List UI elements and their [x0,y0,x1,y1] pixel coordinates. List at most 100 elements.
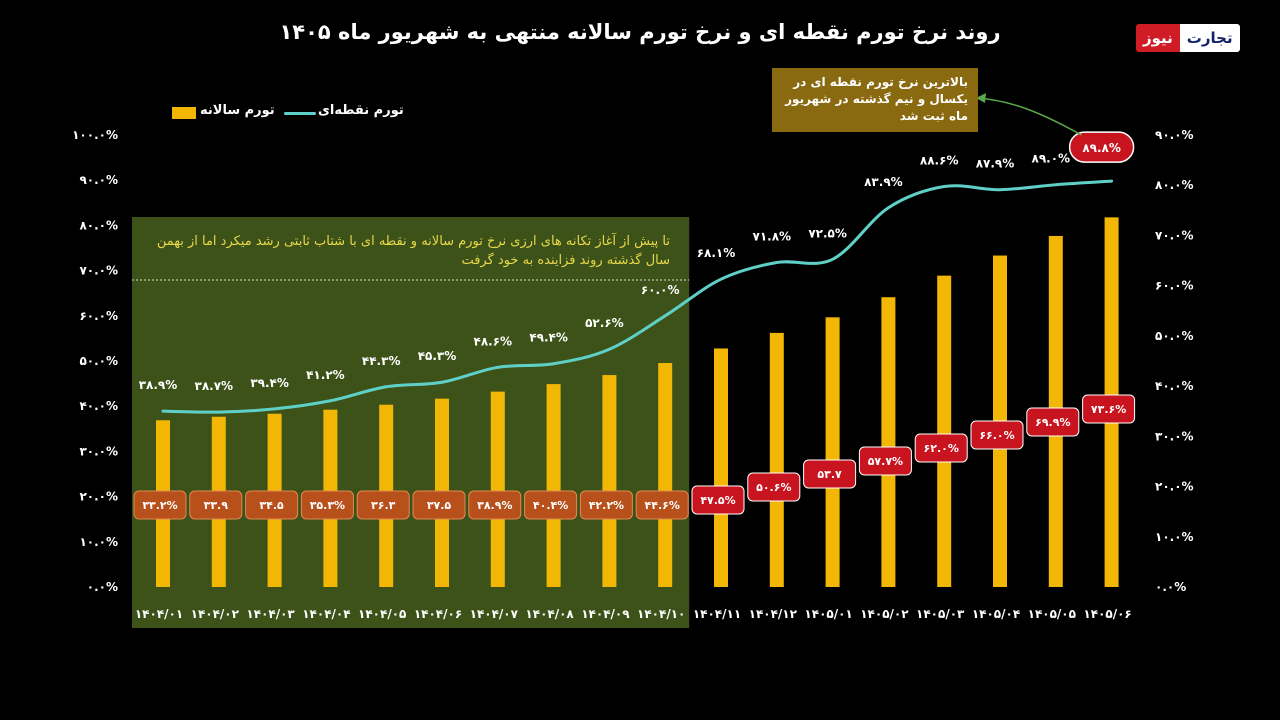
left-axis-tick-label: ۰.۰% [87,580,118,594]
line-data-label: ۷۲.۵% [808,226,847,240]
bar-annual-inflation [714,348,728,587]
line-data-label: ۴۹.۴% [529,331,568,345]
left-axis-tick-label: ۹۰.۰% [79,173,118,187]
bar-annual-inflation [937,275,952,587]
bar-data-label: ۴۷.۵% [700,494,735,507]
left-axis-tick-label: ۲۰.۰% [79,490,118,504]
bar-data-label: ۴۴.۶% [645,499,680,512]
bar-label-box [1026,407,1080,437]
line-data-label: ۳۹.۴% [250,376,289,390]
bar-label-box [133,490,187,520]
left-axis-tick-label: ۱۰۰.۰% [72,128,118,142]
right-axis-tick-label: ۷۰.۰% [1155,228,1194,242]
bar-label-box [468,490,522,520]
category-label: ۱۴۰۴/۱۲ [749,607,798,621]
logo-part-white: تجارت [1179,24,1240,52]
line-data-label: ۴۴.۳% [362,354,401,368]
bar-data-label: ۶۹.۹% [1035,416,1070,429]
bar-label-box [300,490,354,520]
category-label: ۱۴۰۴/۰۲ [191,607,240,621]
line-point-inflation [161,179,1114,414]
bar-data-label: ۵۳.۷ [817,468,842,481]
bar-label-box [970,420,1024,450]
bar-label-box [1082,394,1136,424]
bar-annual-inflation [658,363,673,587]
line-data-label: ۴۸.۶% [474,334,513,348]
category-label: ۱۴۰۵/۰۶ [1083,607,1131,621]
bar-data-label: ۳۴.۵ [259,499,284,512]
bar-data-label: ۶۶.۰% [979,429,1014,442]
brand-logo: نیوز تجارت [1136,24,1248,52]
category-label: ۱۴۰۵/۰۱ [804,607,852,621]
bar-label-box [524,490,578,520]
bar-label-box [412,490,466,520]
bar-data-label: ۵۰.۶% [756,481,791,494]
right-axis-tick-label: ۵۰.۰% [1155,329,1194,343]
bar-data-label: ۴۰.۴% [533,499,568,512]
bar-data-label: ۷۳.۶% [1091,403,1126,416]
left-axis-tick-label: ۴۰.۰% [79,399,118,413]
left-axis-tick-label: ۳۰.۰% [79,444,118,458]
left-axis-tick-label: ۵۰.۰% [79,354,118,368]
highlight-note: تا پیش از آغاز تکانه های ارزی نرخ تورم س… [156,234,670,268]
line-data-label: ۳۸.۹% [139,378,178,392]
category-label: ۱۴۰۴/۰۷ [470,607,519,621]
callout-arrow [975,97,1082,136]
right-axis-tick-label: ۸۰.۰% [1155,178,1194,192]
category-label: ۱۴۰۴/۱۱ [693,607,741,621]
bar-label-box [579,490,633,520]
bar-annual-inflation [769,332,784,587]
line-data-label: ۴۵.۳% [418,349,457,363]
bar-data-label: ۴۲.۲% [589,499,624,512]
legend-swatch-annual [172,107,196,119]
category-label: ۱۴۰۴/۰۶ [414,607,462,621]
line-data-label: ۳۸.۷% [195,379,234,393]
peak-label-box [1068,131,1135,163]
callout-arrowhead [976,93,986,103]
chart-title: روند نرخ تورم نقطه ای و نرخ تورم سالانه … [279,20,1001,44]
bar-label-box [356,490,410,520]
line-data-label: ۸۷.۹% [976,157,1015,171]
right-axis-tick-label: ۹۰.۰% [1155,128,1194,142]
right-axis-tick-label: ۶۰.۰% [1155,279,1194,293]
left-axis-tick-label: ۱۰.۰% [79,535,118,549]
line-data-label: ۸۹.۰% [1032,152,1071,166]
category-label: ۱۴۰۵/۰۲ [860,607,909,621]
left-axis-tick-label: ۸۰.۰% [79,218,118,232]
peak-data-label: ۸۹.۸% [1082,141,1121,155]
line-data-label: ۶۸.۱% [697,246,736,260]
line-data-label: ۷۱.۸% [753,229,792,243]
right-axis-tick-label: ۰.۰% [1155,580,1186,594]
category-label: ۱۴۰۵/۰۴ [972,607,1020,621]
bar-label-box [858,446,912,476]
bar-label-box [803,459,857,489]
category-label: ۱۴۰۵/۰۳ [916,607,965,621]
bar-data-label: ۳۸.۹% [477,499,512,512]
logo-part-red: نیوز [1136,24,1180,52]
bar-data-label: ۳۳.۹ [204,499,229,512]
bar-label-box [691,485,745,515]
bar-data-label: ۶۲.۰% [924,442,959,455]
line-data-label: ۴۱.۲% [306,368,345,382]
bar-data-label: ۵۷.۷% [868,455,903,468]
line-data-label: ۵۲.۶% [585,316,624,330]
right-axis-tick-label: ۱۰.۰% [1155,530,1194,544]
legend-label-point: تورم نقطه‌ای [318,103,404,118]
right-axis-tick-label: ۳۰.۰% [1155,429,1194,443]
right-axis-tick-label: ۲۰.۰% [1155,480,1194,494]
category-label: ۱۴۰۴/۰۳ [246,607,295,621]
line-data-label: ۶۰.۰% [641,283,680,297]
bar-label-box [189,490,243,520]
category-label: ۱۴۰۴/۰۹ [581,607,630,621]
bar-data-label: ۳۵.۳% [310,499,345,512]
category-label: ۱۴۰۴/۰۵ [358,607,406,621]
peak-callout: بالاترین نرخ تورم نقطه ای در یکسال و نیم… [772,68,978,132]
bar-label-box [635,490,689,520]
category-label: ۱۴۰۴/۰۱ [135,607,183,621]
bar-label-box [747,472,801,502]
bar-data-label: ۳۳.۲% [142,499,177,512]
right-axis-tick-label: ۴۰.۰% [1155,379,1194,393]
category-label: ۱۴۰۴/۱۰ [637,607,685,621]
bar-data-label: ۳۷.۵ [427,499,452,512]
